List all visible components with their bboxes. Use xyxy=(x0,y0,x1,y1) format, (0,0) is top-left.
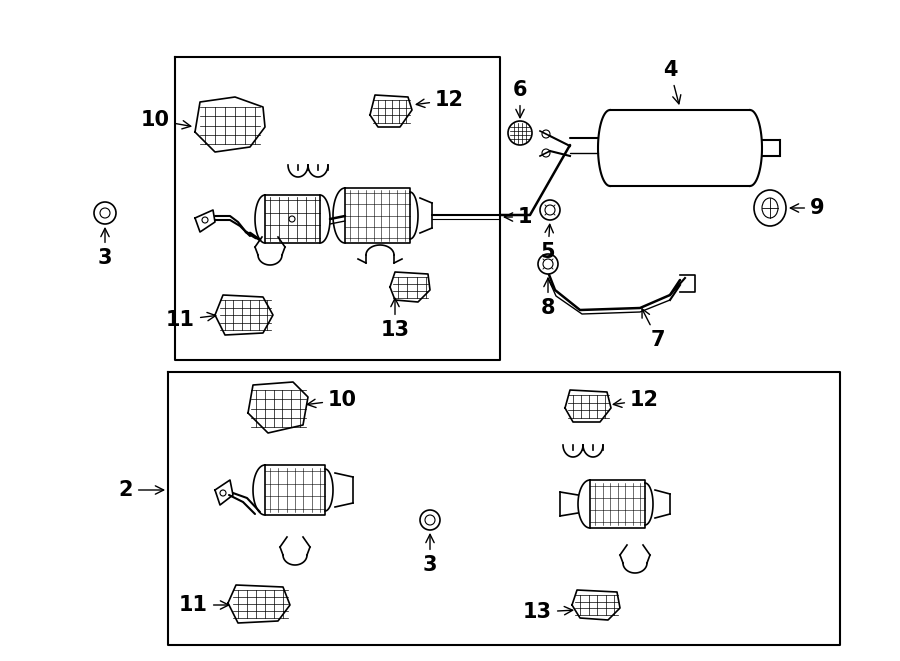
Circle shape xyxy=(220,490,226,496)
Circle shape xyxy=(420,510,440,530)
Text: 10: 10 xyxy=(307,390,357,410)
Text: 12: 12 xyxy=(613,390,659,410)
Text: 10: 10 xyxy=(141,110,191,130)
Text: 13: 13 xyxy=(523,602,572,622)
Text: 6: 6 xyxy=(513,80,527,118)
Text: 11: 11 xyxy=(179,595,229,615)
Text: 3: 3 xyxy=(423,534,437,575)
Text: 11: 11 xyxy=(166,310,216,330)
Text: 12: 12 xyxy=(417,90,464,110)
Text: 9: 9 xyxy=(790,198,824,218)
Circle shape xyxy=(543,259,553,269)
Circle shape xyxy=(100,208,110,218)
Circle shape xyxy=(545,205,555,215)
Text: 1: 1 xyxy=(504,207,533,227)
Circle shape xyxy=(202,217,208,223)
Circle shape xyxy=(540,200,560,220)
Circle shape xyxy=(289,216,295,222)
Circle shape xyxy=(538,254,558,274)
Text: 13: 13 xyxy=(381,298,410,340)
Circle shape xyxy=(94,202,116,224)
Text: 2: 2 xyxy=(119,480,164,500)
Circle shape xyxy=(542,130,550,138)
Ellipse shape xyxy=(762,198,778,218)
Text: 5: 5 xyxy=(541,224,555,262)
Circle shape xyxy=(542,149,550,157)
Circle shape xyxy=(508,121,532,145)
Text: 7: 7 xyxy=(642,309,665,350)
Circle shape xyxy=(425,515,435,525)
Text: 8: 8 xyxy=(541,278,555,318)
Ellipse shape xyxy=(754,190,786,226)
Text: 4: 4 xyxy=(662,60,680,104)
Text: 3: 3 xyxy=(98,228,112,268)
